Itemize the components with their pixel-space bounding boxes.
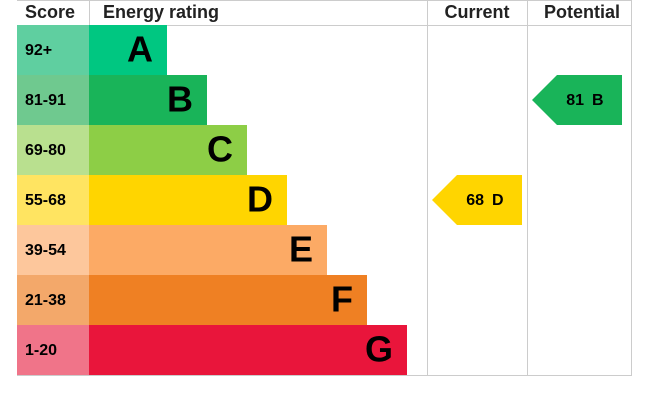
current-band: D [492,192,504,209]
rating-bar [89,25,167,75]
score-cell [17,175,89,225]
rating-bar [89,325,407,375]
score-cell [17,125,89,175]
rating-bar [89,225,327,275]
rating-bar [89,125,247,175]
potential-band: B [592,92,604,109]
rating-bar [89,75,207,125]
score-range: 21-38 [25,292,66,309]
header-score: Score [25,2,75,22]
score-cell [17,75,89,125]
score-range: 81-91 [25,92,66,109]
current-arrow [432,175,522,225]
rating-letter: B [167,79,193,120]
score-range: 1-20 [25,342,57,359]
rating-letter: C [207,129,233,170]
score-range: 55-68 [25,192,66,209]
rating-letter: E [289,229,313,270]
score-cell [17,325,89,375]
rating-letter: A [127,29,153,70]
score-range: 69-80 [25,142,66,159]
rating-bar [89,175,287,225]
score-cell [17,25,89,75]
header-potential: Potential [544,2,620,22]
rating-letter: D [247,179,273,220]
header-rating: Energy rating [103,2,219,22]
score-range: 92+ [25,42,52,59]
potential-score: 81 [566,92,584,109]
potential-arrow [532,75,622,125]
rating-bar [89,275,367,325]
score-cell [17,275,89,325]
score-range: 39-54 [25,242,66,259]
current-score: 68 [466,192,484,209]
rating-letter: F [331,279,353,320]
header-current: Current [444,2,509,22]
rating-letter: G [365,329,393,370]
score-cell [17,225,89,275]
